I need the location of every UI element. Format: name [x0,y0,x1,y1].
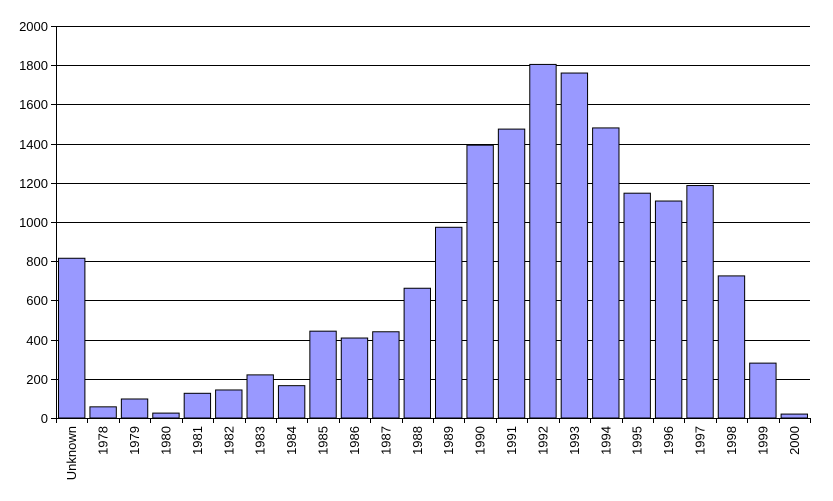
bar-1989 [435,226,463,419]
x-tick-label: 2000 [787,426,802,455]
x-tick-label: 1986 [347,426,362,455]
x-tick-label: 1990 [473,426,488,455]
x-tick-label: 1992 [535,426,550,455]
y-tick-label: 2000 [19,19,48,34]
y-tick-labels: 0 200 400 600 800 1000 1200 1400 1600 1800 2000 [19,19,56,426]
bar-1993 [560,72,589,419]
x-tick-label: 1994 [598,426,613,455]
x-tick-label: 1980 [158,426,173,455]
y-tick-label: 800 [26,254,48,269]
y-tick-label: 1000 [19,215,48,230]
x-tick-label: 1989 [441,426,456,455]
y-tick-label: 1800 [19,58,48,73]
x-tick-label: 1997 [693,426,708,455]
x-tick-label: 1984 [284,426,299,455]
bars [58,63,808,419]
gridlines [56,26,810,380]
bar-1995 [623,192,651,419]
bar-1994 [592,127,620,419]
x-tick-label: 1991 [504,426,519,455]
y-tick-label: 200 [26,372,48,387]
bar-1981 [183,392,212,419]
x-tick-label: 1987 [378,426,393,455]
x-tick-label: 1981 [190,426,205,455]
y-tick-label: 400 [26,333,48,348]
bar-1988 [403,287,431,419]
bar-1996 [654,200,683,419]
bar-1990 [466,144,494,419]
bar-1985 [309,330,337,419]
y-tick-label: 1200 [19,176,48,191]
x-tick-label: 1979 [127,426,142,455]
x-tick-label: 1983 [253,426,268,455]
bar-unknown [58,257,86,419]
bar-1984 [277,385,306,419]
bar-2000 [780,413,808,419]
bar-1987 [372,331,400,419]
x-tick-label: 1996 [661,426,676,455]
bar-1983 [246,374,274,419]
bar-1991 [497,128,526,419]
bar-1982 [215,389,243,419]
bar-1980 [152,412,180,419]
x-tick-label: 1988 [410,426,425,455]
x-tick-label: 1985 [316,426,331,455]
bar-1998 [717,275,746,419]
x-tick-label: 1982 [221,426,236,455]
y-tick-label: 1400 [19,137,48,152]
bar-1999 [749,362,777,419]
x-tick-label: 1999 [755,426,770,455]
y-tick-label: 0 [41,411,48,426]
bar-1978 [89,406,117,419]
bar-1986 [340,337,369,419]
bar-1992 [529,63,557,419]
y-tick-label: 1600 [19,97,48,112]
x-tick-label: 1978 [96,426,111,455]
axes [51,26,810,423]
x-tick-label: 1993 [567,426,582,455]
bar-1979 [120,398,149,419]
y-tick-label: 600 [26,293,48,308]
bar-1997 [686,185,714,419]
x-tick-label: 1995 [630,426,645,455]
x-tick-label: 1998 [724,426,739,455]
x-tick-labels: Unknown 1978 1979 1980 1981 1982 1983 1984 1985 1… [56,418,811,480]
x-tick-label: Unknown [64,426,79,480]
